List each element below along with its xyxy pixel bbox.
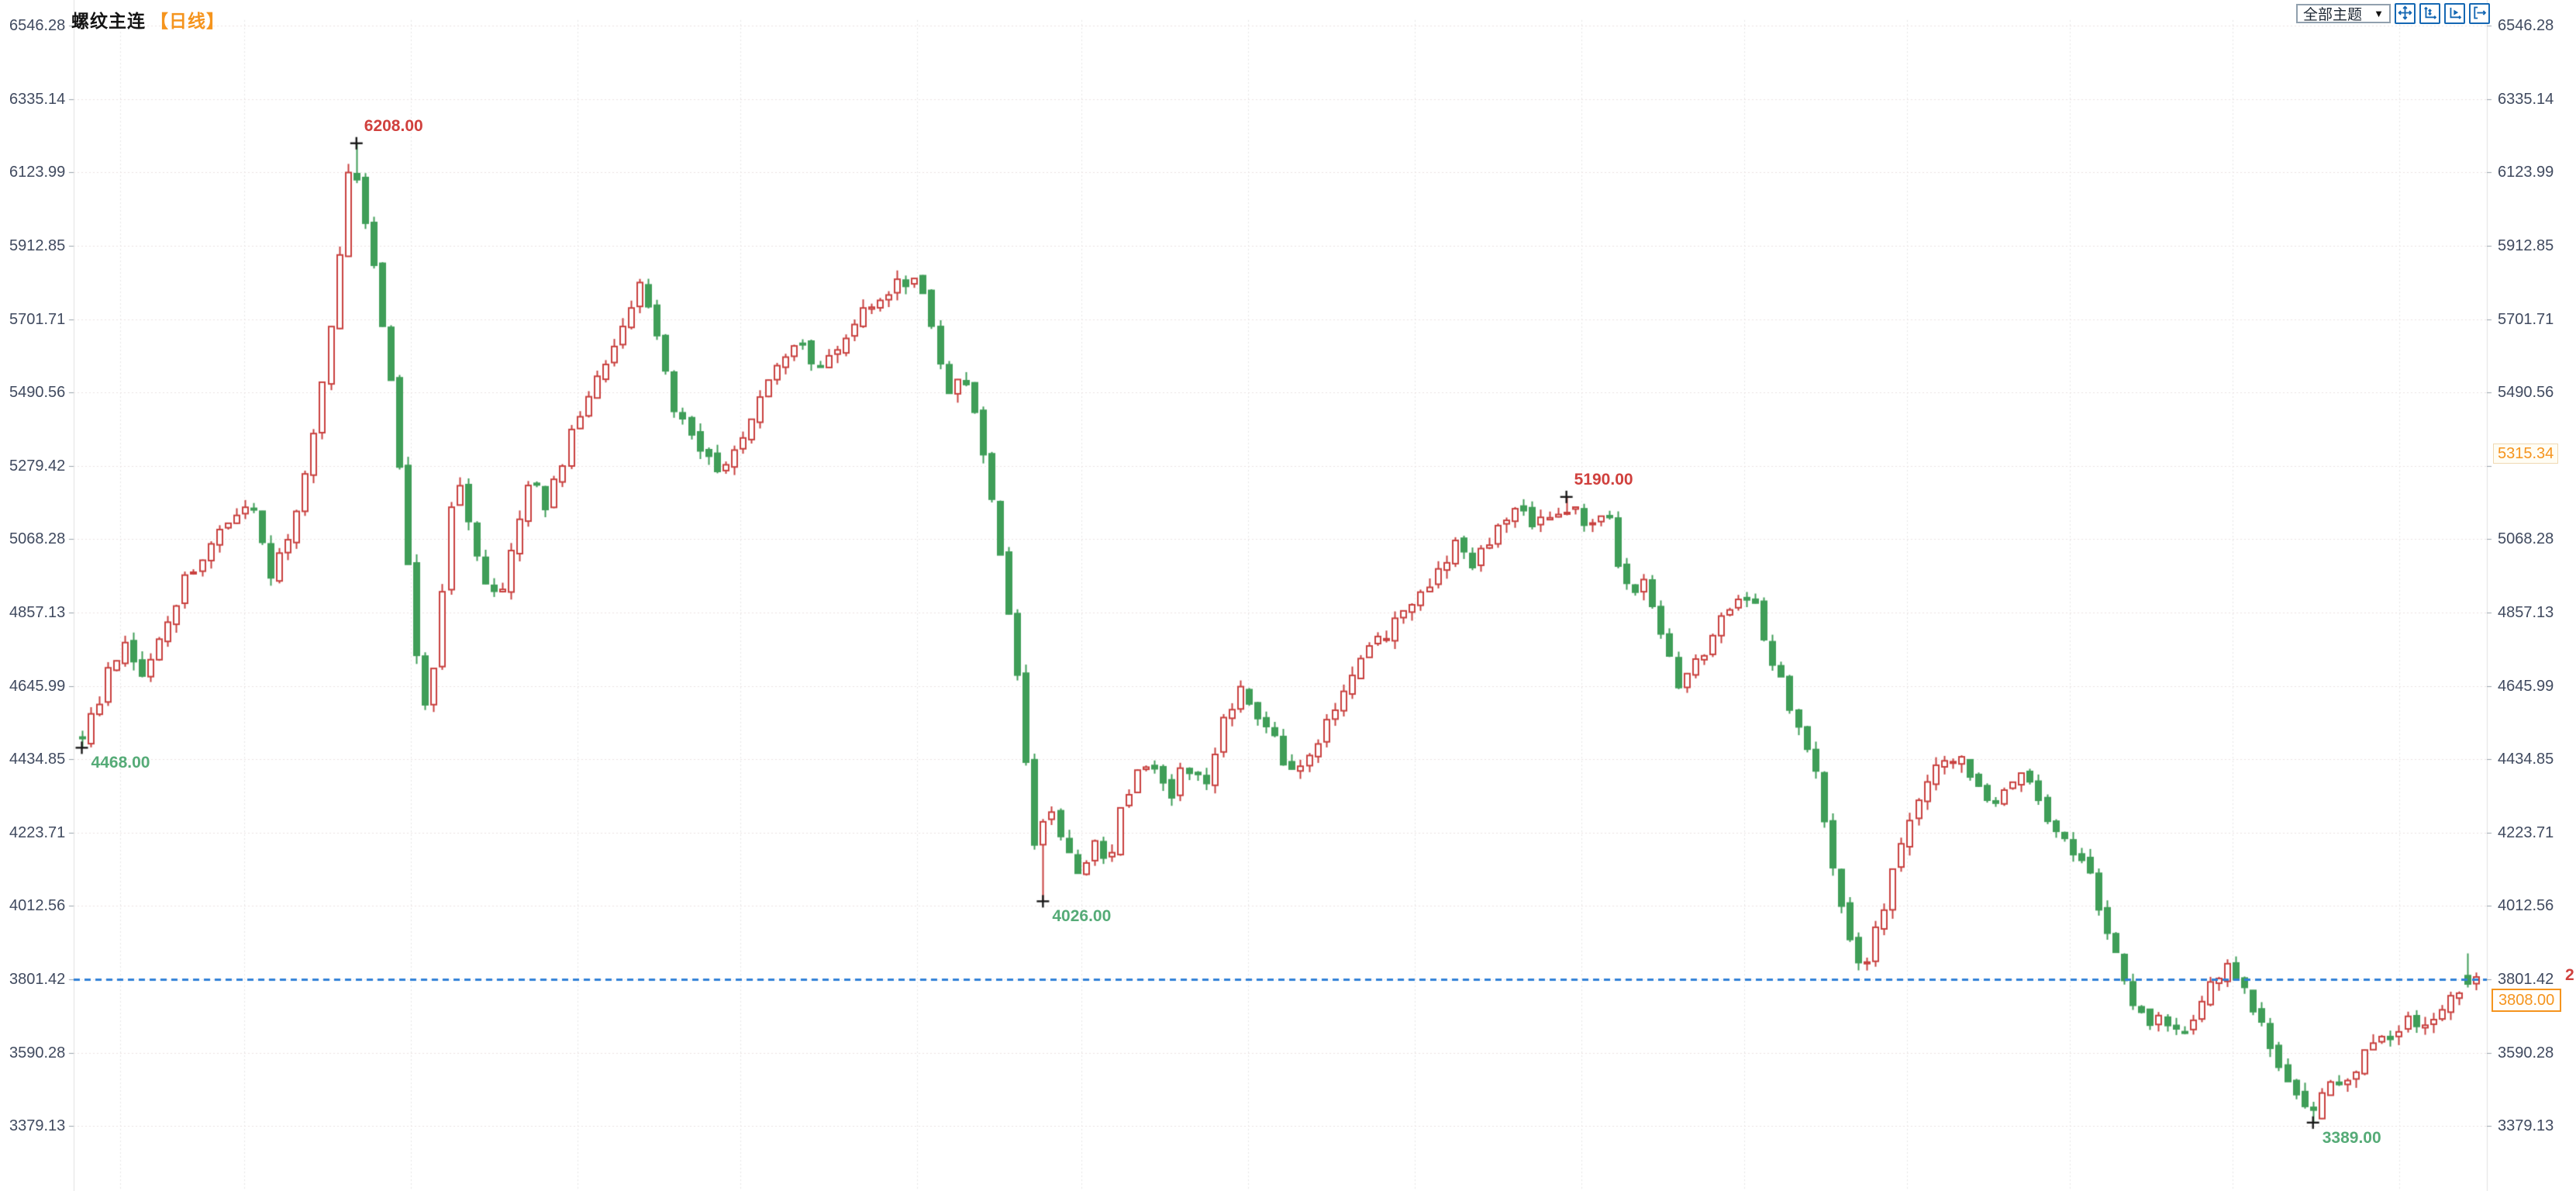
symbol-name: 螺纹主连 bbox=[71, 11, 146, 31]
left-axis-tick: 3590.28 bbox=[9, 1044, 66, 1062]
right-axis-tick: 4223.71 bbox=[2498, 823, 2554, 841]
alert-price-label: 5315.34 bbox=[2493, 443, 2559, 464]
right-axis-tick: 6546.28 bbox=[2498, 17, 2554, 35]
left-axis-tick: 5701.71 bbox=[9, 310, 66, 328]
chevron-down-icon: ▼ bbox=[2374, 8, 2384, 19]
axis-fit-icon bbox=[2422, 5, 2438, 23]
left-axis-tick: 4434.85 bbox=[9, 751, 66, 768]
right-axis-tick: 6335.14 bbox=[2498, 90, 2554, 108]
left-axis-tick: 6123.99 bbox=[9, 164, 66, 181]
right-axis-tick: 3590.28 bbox=[2498, 1044, 2554, 1062]
pan-tool-button[interactable] bbox=[2395, 3, 2416, 24]
left-axis-tick: 5068.28 bbox=[9, 530, 66, 548]
axis-play-icon bbox=[2447, 5, 2463, 23]
right-axis-tick: 3379.13 bbox=[2498, 1117, 2554, 1135]
left-axis-tick: 4012.56 bbox=[9, 897, 66, 915]
jump-latest-icon bbox=[2471, 5, 2488, 23]
left-axis-tick: 4223.71 bbox=[9, 823, 66, 841]
left-axis-tick: 4857.13 bbox=[9, 603, 66, 621]
right-axis-tick: 5490.56 bbox=[2498, 384, 2554, 402]
low-price-annotation: 3389.00 bbox=[2322, 1128, 2381, 1147]
left-axis-tick: 3801.42 bbox=[9, 971, 66, 988]
theme-dropdown-label: 全部主题 bbox=[2303, 7, 2363, 23]
right-axis-tick: 4012.56 bbox=[2498, 897, 2554, 915]
left-axis-tick: 3379.13 bbox=[9, 1117, 66, 1135]
right-axis-tick: 4645.99 bbox=[2498, 677, 2554, 695]
axis-play-button[interactable] bbox=[2444, 3, 2465, 24]
left-axis-tick: 6546.28 bbox=[9, 17, 66, 35]
high-price-annotation: 5190.00 bbox=[1574, 470, 1633, 488]
clipped-change-label: 2 bbox=[2565, 966, 2574, 984]
right-axis-tick: 6123.99 bbox=[2498, 164, 2554, 181]
right-axis-tick: 5068.28 bbox=[2498, 530, 2554, 548]
last-price-label: 3808.00 bbox=[2492, 989, 2562, 1012]
right-axis-tick: 5912.85 bbox=[2498, 236, 2554, 254]
theme-dropdown[interactable]: 全部主题 ▼ bbox=[2296, 4, 2391, 23]
low-price-annotation: 4026.00 bbox=[1052, 907, 1112, 926]
axis-fit-button[interactable] bbox=[2419, 3, 2440, 24]
left-axis-tick: 6335.14 bbox=[9, 90, 66, 108]
right-axis-tick: 4857.13 bbox=[2498, 603, 2554, 621]
left-axis-tick: 5279.42 bbox=[9, 457, 66, 475]
right-axis-tick: 3801.42 bbox=[2498, 971, 2554, 988]
period-label: 【日线】 bbox=[150, 11, 225, 31]
left-axis-tick: 5912.85 bbox=[9, 236, 66, 254]
left-axis-tick: 5490.56 bbox=[9, 384, 66, 402]
chart-title: 螺纹主连 【日线】 bbox=[71, 6, 225, 33]
toolbar: 全部主题 ▼ bbox=[2296, 3, 2490, 24]
high-price-annotation: 6208.00 bbox=[364, 116, 423, 135]
right-axis-tick: 4434.85 bbox=[2498, 751, 2554, 768]
move-icon bbox=[2397, 5, 2413, 23]
low-price-annotation: 4468.00 bbox=[91, 754, 150, 772]
jump-latest-button[interactable] bbox=[2469, 3, 2490, 24]
right-axis-tick: 5701.71 bbox=[2498, 310, 2554, 328]
left-axis-tick: 4645.99 bbox=[9, 677, 66, 695]
